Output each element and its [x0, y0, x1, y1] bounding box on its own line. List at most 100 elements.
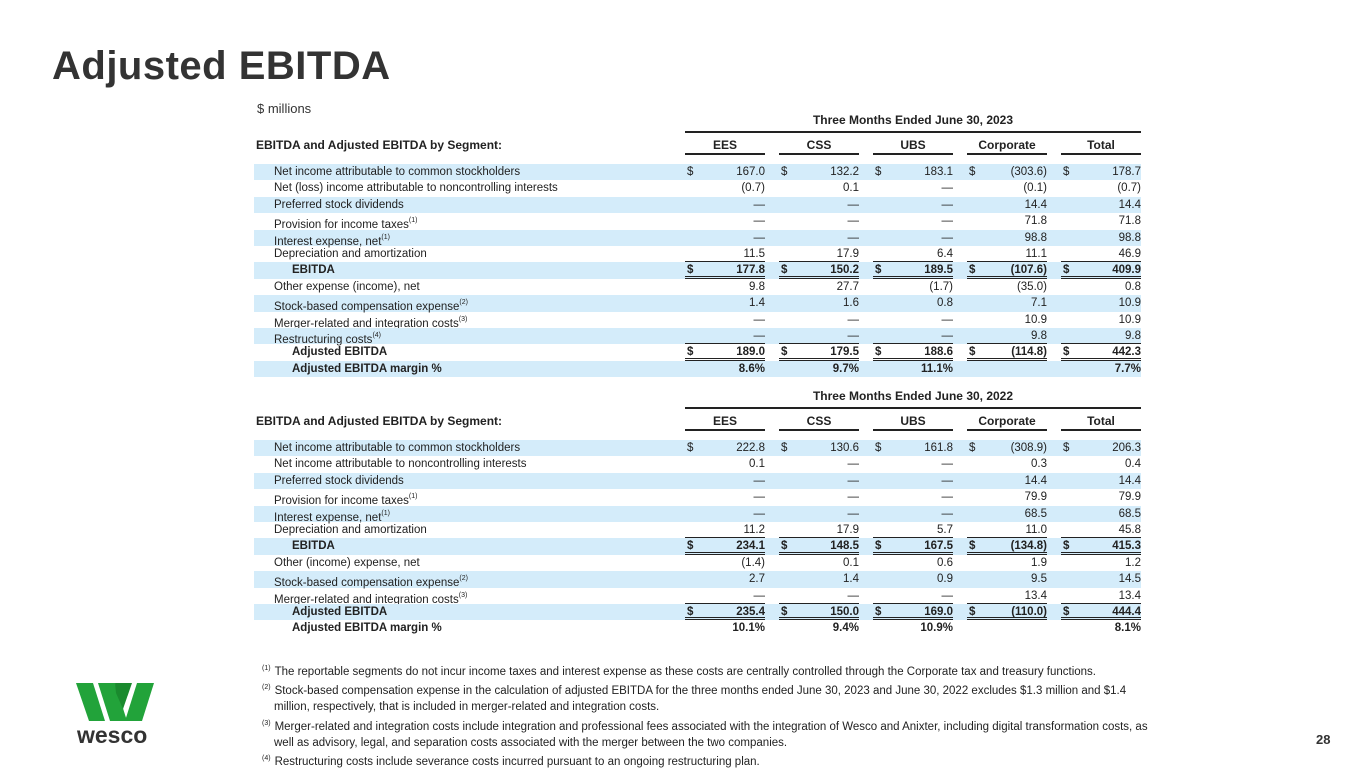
row-label: EBITDA: [292, 540, 335, 553]
cell-value: 98.8: [1024, 231, 1047, 244]
dollar-sign: $: [875, 166, 882, 178]
dollar-sign: $: [875, 540, 882, 553]
row-label: Preferred stock dividends: [274, 198, 404, 211]
cell-value: —: [847, 474, 860, 487]
column-header-ees: EES: [685, 138, 765, 155]
value-cell-corporate: [967, 620, 1047, 636]
cell-value: (0.7): [741, 182, 765, 195]
cell-value: (134.8): [1010, 540, 1047, 553]
table-row: Adjusted EBITDA $189.0 $179.5 $188.6 $ (114.8…: [254, 344, 1141, 361]
cell-value: 409.9: [1112, 264, 1141, 277]
table-row: Net (loss) income attributable to noncon…: [254, 180, 1141, 196]
dollar-sign: $: [687, 166, 694, 178]
cell-value: 189.0: [736, 346, 765, 359]
cell-value: —: [847, 491, 860, 504]
cell-value: 79.9: [1118, 491, 1141, 504]
value-cell-ubs: 10.9%: [873, 620, 953, 636]
cell-value: 9.4%: [832, 622, 859, 635]
cell-value: —: [941, 182, 954, 195]
value-cell-css: 9.4%: [779, 620, 859, 636]
table-row: Adjusted EBITDA $235.4 $150.0 $169.0 $ (110.0…: [254, 604, 1141, 621]
value-cell-corporate: 10.9: [967, 312, 1047, 328]
footnote: (3) Merger-related and integration costs …: [262, 716, 1162, 751]
row-label: Stock-based compensation expense(2): [274, 299, 468, 314]
value-cell-total: $442.3: [1061, 344, 1141, 361]
cell-value: 11.0: [1025, 524, 1047, 536]
value-cell-ubs: $188.6: [873, 344, 953, 361]
dollar-sign: $: [781, 346, 788, 359]
footnote-ref: (1): [381, 233, 390, 241]
cell-value: 11.1%: [921, 362, 953, 375]
value-cell-ees: 0.1: [685, 456, 765, 472]
value-cell-ees: (1.4): [685, 555, 765, 571]
dollar-sign: $: [1063, 346, 1070, 359]
cell-value: 442.3: [1112, 346, 1141, 359]
cell-value: 1.4: [843, 573, 859, 586]
value-cell-total: $206.3: [1061, 440, 1141, 456]
value-cell-ubs: —: [873, 213, 954, 229]
dollar-sign: $: [687, 606, 694, 618]
cell-value: 9.8: [1031, 330, 1047, 342]
value-cell-total: 45.8: [1061, 522, 1141, 539]
value-cell-ubs: 0.6: [873, 555, 953, 571]
cell-value: —: [753, 491, 766, 504]
cell-value: 45.8: [1118, 524, 1141, 536]
footnote-ref: (1): [408, 217, 418, 225]
cell-value: 0.1: [843, 182, 859, 195]
cell-value: 177.8: [736, 264, 765, 277]
cell-value: 2.7: [749, 573, 765, 586]
value-cell-ubs: —: [873, 328, 953, 345]
table-row: Interest expense, net(1) — — — 68.5 68.5: [254, 505, 1141, 524]
cell-value: 444.4: [1112, 606, 1141, 618]
value-cell-corporate: 9.8: [967, 328, 1047, 345]
cell-value: 13.4: [1024, 589, 1047, 602]
cell-value: 235.4: [736, 606, 765, 618]
value-cell-ees: —: [685, 213, 766, 229]
cell-value: —: [941, 474, 954, 487]
value-cell-ees: 2.7: [685, 571, 765, 587]
cell-value: 71.8: [1118, 215, 1141, 228]
cell-value: 7.7%: [1114, 362, 1141, 375]
value-cell-ees: 11.5: [685, 246, 765, 263]
cell-value: 46.9: [1118, 248, 1141, 260]
cell-value: 167.0: [736, 166, 765, 178]
row-label: Provision for income taxes(1): [274, 217, 418, 232]
cell-value: (303.6): [1010, 166, 1047, 178]
value-cell-css: —: [779, 312, 860, 328]
row-label: Net income attributable to common stockh…: [274, 166, 521, 178]
table-row: Restructuring costs(4) — — — 9.8 9.8: [254, 328, 1141, 346]
value-cell-total: (0.7): [1061, 180, 1141, 196]
table-row: Interest expense, net(1) — — — 98.8 98.8: [254, 229, 1141, 248]
value-cell-corporate: $ (308.9): [967, 440, 1047, 456]
value-cell-css: 17.9: [779, 246, 859, 263]
cell-value: 0.9: [937, 573, 953, 586]
cell-value: 178.7: [1112, 166, 1141, 178]
table-row: EBITDA $234.1 $148.5 $167.5 $ (134.8) $415.3: [254, 538, 1141, 555]
value-cell-corporate: (0.1): [967, 180, 1047, 196]
cell-value: 1.6: [843, 297, 859, 310]
cell-value: 8.6%: [738, 362, 765, 375]
value-cell-ubs: —: [873, 180, 954, 196]
value-cell-corporate: 11.1: [967, 246, 1047, 263]
cell-value: 9.5: [1031, 573, 1047, 586]
dollar-sign: $: [781, 264, 788, 277]
row-label: Merger-related and integration costs(3): [274, 591, 468, 606]
value-cell-ubs: —: [873, 456, 954, 472]
table-row: Merger-related and integration costs(3) —…: [254, 312, 1141, 330]
cell-value: —: [847, 589, 860, 602]
cell-value: —: [941, 458, 954, 471]
dollar-sign: $: [969, 540, 976, 553]
cell-value: —: [847, 458, 860, 471]
footnote-mark: (3): [262, 719, 271, 727]
period-title: Three Months Ended June 30, 2023: [812, 113, 1014, 127]
value-cell-css: —: [779, 197, 860, 213]
row-label: Stock-based compensation expense(2): [274, 575, 468, 590]
dollar-sign: $: [1063, 264, 1070, 277]
value-cell-corporate: (35.0): [967, 279, 1047, 295]
footnote-mark: (1): [262, 665, 271, 672]
dollar-sign: $: [781, 606, 788, 618]
cell-value: —: [847, 313, 860, 326]
dollar-sign: $: [1063, 540, 1070, 553]
value-cell-total: 71.8: [1061, 213, 1141, 229]
period-title: Three Months Ended June 30, 2022: [812, 389, 1014, 403]
